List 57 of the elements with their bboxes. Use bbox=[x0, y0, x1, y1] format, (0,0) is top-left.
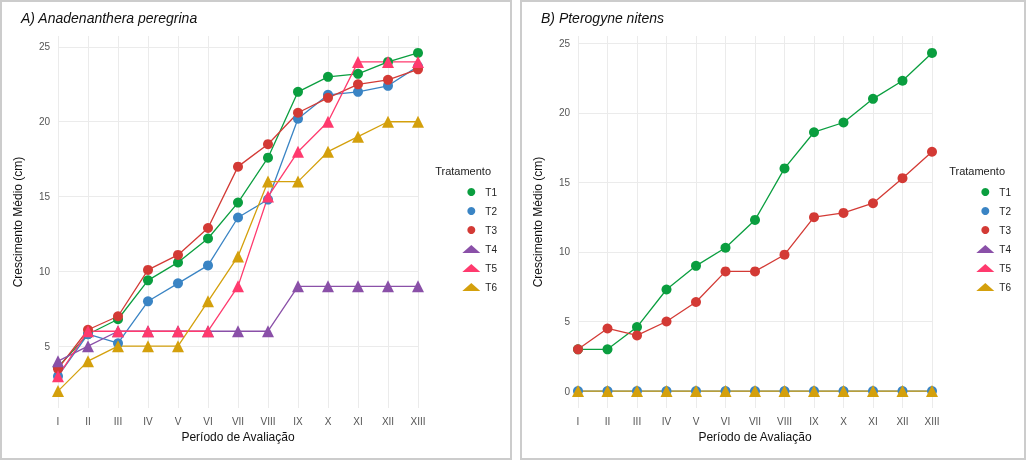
legend-label: T2 bbox=[999, 205, 1012, 217]
x-tick-label: V bbox=[174, 415, 182, 427]
legend-label: T5 bbox=[485, 262, 498, 274]
y-tick-label: 10 bbox=[38, 265, 51, 277]
x-tick-label: IX bbox=[809, 415, 820, 427]
y-tick-label: 20 bbox=[38, 116, 51, 128]
x-tick-label: XI bbox=[353, 415, 363, 427]
x-tick-label: I bbox=[576, 415, 580, 427]
legend-label: T4 bbox=[999, 243, 1012, 255]
y-tick-label: 25 bbox=[558, 37, 571, 49]
x-tick-label: XII bbox=[896, 415, 909, 427]
x-tick-label: XIII bbox=[924, 415, 940, 427]
x-tick-label: XI bbox=[868, 415, 878, 427]
legend-title: Tratamento bbox=[435, 164, 492, 177]
legend-title: Tratamento bbox=[949, 164, 1006, 177]
legend-label: T6 bbox=[485, 281, 498, 293]
legend-label: T1 bbox=[485, 186, 498, 198]
x-tick-label: VI bbox=[203, 415, 213, 427]
x-tick-label: V bbox=[692, 415, 700, 427]
y-tick-label: 20 bbox=[558, 107, 571, 119]
y-tick-label: 0 bbox=[564, 385, 571, 397]
x-tick-label: X bbox=[840, 415, 848, 427]
chart-title: B) Pterogyne nitens bbox=[541, 10, 664, 26]
y-tick-label: 10 bbox=[558, 246, 571, 258]
x-axis-title: Período de Avaliação bbox=[698, 429, 812, 444]
x-tick-label: III bbox=[632, 415, 642, 427]
x-tick-label: VII bbox=[231, 415, 245, 427]
x-axis-title: Período de Avaliação bbox=[181, 429, 295, 444]
legend-label: T4 bbox=[485, 243, 498, 255]
legend-label: T3 bbox=[999, 224, 1012, 236]
y-axis-title: Crescimento Médio (cm) bbox=[11, 156, 25, 288]
x-tick-label: I bbox=[56, 415, 60, 427]
chart-title: A) Anadenanthera peregrina bbox=[20, 10, 198, 26]
x-tick-label: X bbox=[324, 415, 332, 427]
y-tick-label: 25 bbox=[38, 41, 51, 53]
y-tick-label: 15 bbox=[38, 191, 51, 203]
x-tick-label: IX bbox=[293, 415, 304, 427]
x-tick-label: VIII bbox=[260, 415, 276, 427]
y-tick-label: 15 bbox=[558, 176, 571, 188]
x-tick-label: IV bbox=[143, 415, 154, 427]
x-tick-label: XIII bbox=[410, 415, 426, 427]
legend-label: T1 bbox=[999, 186, 1012, 198]
legend-label: T5 bbox=[999, 262, 1012, 274]
x-tick-label: II bbox=[604, 415, 611, 427]
x-tick-label: XII bbox=[381, 415, 395, 427]
x-tick-label: III bbox=[113, 415, 123, 427]
y-tick-label: 5 bbox=[564, 316, 571, 328]
x-tick-label: II bbox=[85, 415, 91, 427]
x-tick-label: VII bbox=[748, 415, 762, 427]
x-tick-label: IV bbox=[661, 415, 672, 427]
legend-label: T6 bbox=[999, 281, 1012, 293]
x-tick-label: VI bbox=[720, 415, 731, 427]
y-tick-label: 5 bbox=[44, 340, 51, 352]
y-axis-title: Crescimento Médio (cm) bbox=[531, 156, 545, 288]
x-tick-label: VIII bbox=[776, 415, 793, 427]
legend-label: T2 bbox=[485, 205, 498, 217]
legend-label: T3 bbox=[485, 224, 498, 236]
